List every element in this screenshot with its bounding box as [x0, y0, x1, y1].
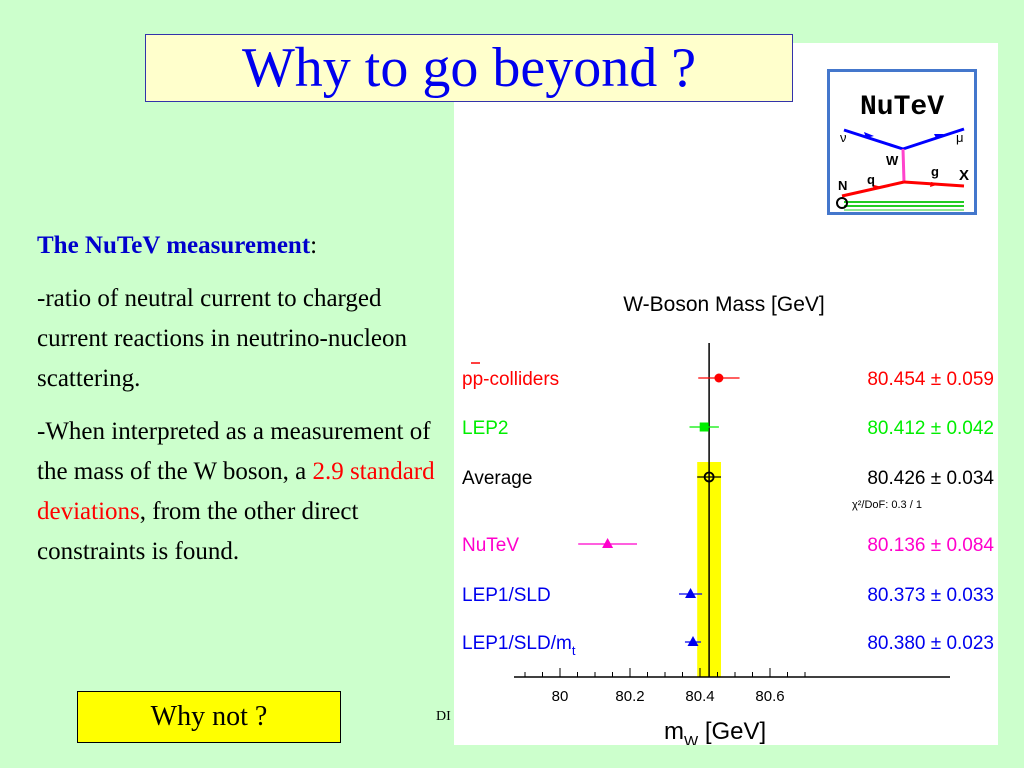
target-nucleon-icon: [836, 197, 848, 209]
quark-out-arrow: [930, 182, 940, 187]
logo-label-g: g: [931, 164, 939, 179]
chi2-note: χ²/DoF: 0.3 / 1: [852, 499, 922, 511]
slide-title: Why to go beyond ?: [241, 37, 697, 99]
measurement-row: pp-colliders 80.454 ± 0.059: [462, 362, 994, 390]
x-axis-label: mW [GeV]: [664, 718, 766, 745]
neutrino-arrow: [864, 132, 874, 138]
measurement-value: 80.454 ± 0.059: [867, 369, 994, 390]
logo-label-w: W: [886, 153, 899, 168]
measurement-value: 80.373 ± 0.033: [867, 585, 994, 606]
measurement-row: LEP1/SLD/mt 80.380 ± 0.023: [462, 633, 994, 658]
interpretation-paragraph: -When interpreted as a measurement of th…: [37, 412, 437, 572]
measurement-name: pp-colliders: [462, 369, 559, 390]
body-text: The NuTeV measurement: -ratio of neutral…: [37, 226, 437, 585]
measurement-row: LEP1/SLD 80.373 ± 0.033: [462, 585, 994, 606]
x-tick-label: 80.6: [755, 688, 784, 705]
x-tick-label: 80.4: [685, 688, 714, 705]
w-mass-chart: 80 80.2 80.4 80.6 pp-colliders 80.454 ± 0.05…: [462, 293, 994, 750]
title-box: Why to go beyond ?: [145, 34, 793, 102]
deviation-highlight: 2.9 standard deviations: [37, 458, 435, 525]
logo-label-x: X: [959, 167, 969, 184]
chart-title: W-Boson Mass [GeV]: [623, 293, 825, 316]
measurement-row: Average 80.426 ± 0.034: [462, 468, 994, 489]
heading-colon: :: [310, 232, 318, 259]
x-tick-label: 80: [552, 688, 569, 705]
measurement-row: NuTeV 80.136 ± 0.084: [462, 535, 994, 556]
ratio-paragraph: -ratio of neutral current to charged cur…: [37, 285, 407, 392]
data-point: [714, 373, 724, 383]
muon-out-line: [902, 127, 965, 151]
measurement-name: NuTeV: [462, 535, 519, 556]
measurement-value: 80.412 ± 0.042: [867, 418, 994, 439]
footer-fragment: DI: [436, 709, 451, 724]
logo-label-q: q: [867, 172, 875, 187]
w-boson-line: [901, 148, 906, 183]
logo-label-nu: ν: [840, 130, 847, 145]
logo-title: NuTeV: [859, 92, 944, 123]
measurement-row: LEP2 80.412 ± 0.042: [462, 418, 994, 439]
muon-arrow: [934, 134, 944, 138]
why-not-box: Why not ?: [77, 691, 341, 743]
why-not-text: Why not ?: [150, 701, 268, 732]
data-point: [703, 471, 715, 483]
logo-label-n: N: [838, 178, 847, 193]
quark-arrow: [872, 185, 882, 190]
heading-paragraph: The NuTeV measurement:: [37, 226, 437, 266]
data-point: [687, 636, 699, 646]
measurement-name: Average: [462, 468, 532, 489]
nutev-heading: The NuTeV measurement: [37, 232, 311, 259]
x-tick-label: 80.2: [615, 688, 644, 705]
feynman-diagram: ν μ W q g N X: [836, 127, 969, 211]
measurement-name: LEP1/SLD: [462, 585, 551, 606]
measurement-value: 80.380 ± 0.023: [867, 633, 994, 654]
neutrino-in-line: [843, 128, 904, 151]
measurement-name: LEP2: [462, 418, 508, 439]
logo-label-mu: μ: [956, 130, 964, 145]
measurement-value: 80.136 ± 0.084: [867, 535, 994, 556]
interpretation-text-b: , from the other direct constraints is f…: [37, 498, 359, 565]
measurement-value: 80.426 ± 0.034: [867, 468, 994, 489]
interpretation-text-a: -When interpreted as a measurement of th…: [37, 418, 431, 485]
measurement-name: LEP1/SLD/mt: [462, 633, 576, 658]
nutev-logo: NuTeV ν μ W q g N X: [827, 69, 977, 215]
data-point: [685, 588, 697, 598]
data-point: [602, 538, 614, 548]
data-point: [699, 422, 709, 432]
